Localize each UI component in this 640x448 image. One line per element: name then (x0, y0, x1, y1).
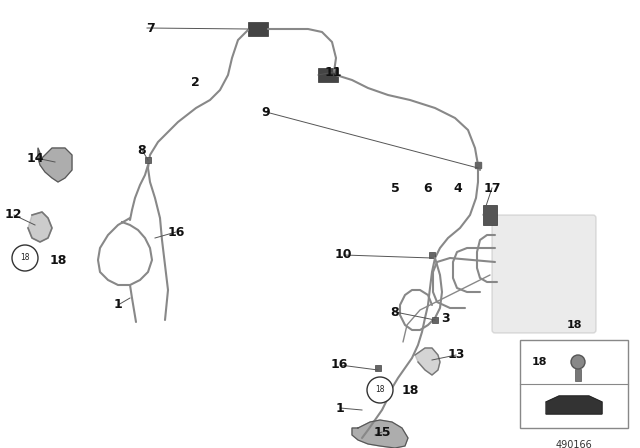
Text: 490166: 490166 (556, 440, 593, 448)
Polygon shape (38, 148, 72, 182)
Text: 13: 13 (448, 349, 465, 362)
Bar (575, 369, 581, 381)
Circle shape (571, 355, 585, 369)
Text: 15: 15 (373, 426, 391, 439)
Text: 18: 18 (375, 385, 385, 395)
Text: 8: 8 (390, 306, 399, 319)
Text: 17: 17 (483, 181, 500, 194)
Text: 16: 16 (168, 225, 186, 238)
Polygon shape (28, 212, 52, 242)
Text: 10: 10 (335, 249, 352, 262)
Text: 9: 9 (262, 105, 270, 119)
Text: 3: 3 (441, 311, 449, 324)
Text: 7: 7 (147, 22, 155, 34)
Text: 16: 16 (331, 358, 348, 371)
Text: 12: 12 (4, 208, 22, 221)
Text: 18: 18 (50, 254, 67, 267)
Text: 2: 2 (191, 76, 200, 89)
Text: 4: 4 (454, 181, 462, 194)
Polygon shape (415, 348, 440, 375)
Text: 14: 14 (26, 151, 44, 164)
FancyBboxPatch shape (492, 215, 596, 333)
Circle shape (12, 245, 38, 271)
Bar (248, 22, 268, 36)
Text: 6: 6 (424, 181, 432, 194)
Circle shape (367, 377, 393, 403)
Text: 1: 1 (114, 298, 122, 311)
Text: 18: 18 (566, 320, 582, 330)
Polygon shape (352, 420, 408, 448)
Text: 18: 18 (20, 254, 29, 263)
Text: 11: 11 (324, 65, 342, 78)
Text: 5: 5 (390, 181, 399, 194)
Text: 1: 1 (335, 401, 344, 414)
Text: 8: 8 (138, 143, 147, 156)
Text: 18: 18 (402, 383, 419, 396)
Text: 18: 18 (532, 357, 547, 367)
Polygon shape (546, 396, 602, 414)
Bar (520, 340, 628, 428)
Bar (483, 205, 497, 225)
Bar (318, 68, 338, 82)
